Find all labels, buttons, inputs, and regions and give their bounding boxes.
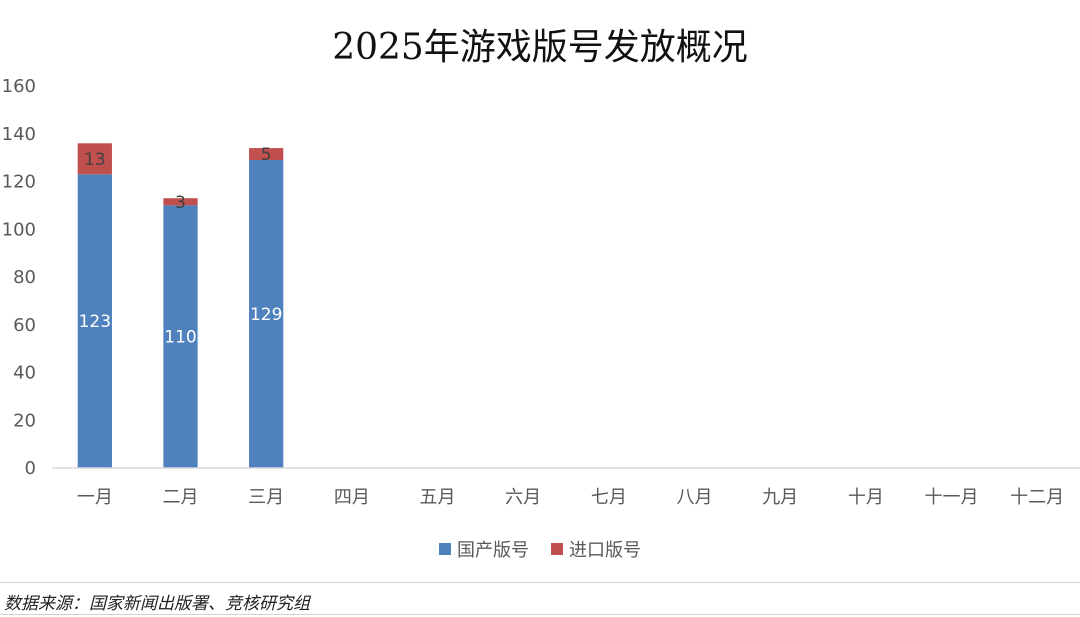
bar-segment (77, 143, 112, 175)
bottom-divider (0, 614, 1080, 615)
legend-item: 进口版号 (551, 536, 641, 562)
x-tick-label: 十一月 (925, 487, 979, 508)
source-divider (0, 582, 1080, 583)
x-tick-label: 三月 (248, 487, 284, 508)
y-tick-label: 120 (2, 172, 36, 193)
bar-segment (163, 205, 198, 468)
x-axis: 一月 二月 三月 四月 五月 六月 七月 八月 九月 十月 十一月 十二月 (52, 467, 1080, 508)
x-tick-label: 二月 (163, 487, 199, 508)
data-label: 129 (250, 305, 282, 325)
data-label: 5 (261, 145, 272, 165)
chart-title: 2025年游戏版号发放概况 (332, 27, 748, 68)
y-tick-label: 100 (2, 219, 36, 240)
y-tick-label: 60 (13, 315, 36, 336)
bar-segment (249, 148, 284, 161)
x-tick-label: 九月 (762, 487, 798, 508)
x-tick-label: 十月 (848, 487, 884, 508)
data-label: 123 (79, 312, 111, 332)
bar-segment (249, 160, 284, 468)
x-tick-label: 七月 (591, 487, 627, 508)
bar-segment (163, 198, 198, 206)
bar-segment (77, 174, 112, 468)
x-tick-label: 六月 (505, 487, 541, 508)
y-tick-label: 80 (13, 267, 36, 288)
data-label: 13 (84, 150, 106, 170)
y-tick-label: 160 (2, 76, 36, 97)
bars: 123 13 110 3 129 5 (77, 143, 284, 468)
data-label: 110 (164, 328, 196, 348)
y-tick-label: 40 (13, 363, 36, 384)
x-tick-label: 一月 (77, 487, 113, 508)
x-tick-label: 四月 (334, 487, 370, 508)
legend-item: 国产版号 (439, 536, 529, 562)
legend-label: 进口版号 (569, 540, 641, 561)
x-tick-label: 五月 (420, 487, 456, 508)
data-label: 3 (175, 193, 186, 213)
legend-swatch (551, 543, 563, 555)
y-tick-label: 0 (25, 458, 36, 479)
source-note: 数据来源：国家新闻出版署、竞核研究组 (4, 594, 310, 614)
y-tick-label: 20 (13, 410, 36, 431)
x-tick-label: 十二月 (1010, 487, 1064, 508)
x-tick-label: 八月 (677, 487, 713, 508)
legend-swatch (439, 543, 451, 555)
y-axis: 0 20 40 60 80 100 120 140 160 (2, 76, 36, 479)
legend: 国产版号 进口版号 (0, 536, 1080, 562)
legend-label: 国产版号 (457, 540, 529, 561)
y-tick-label: 140 (2, 124, 36, 145)
